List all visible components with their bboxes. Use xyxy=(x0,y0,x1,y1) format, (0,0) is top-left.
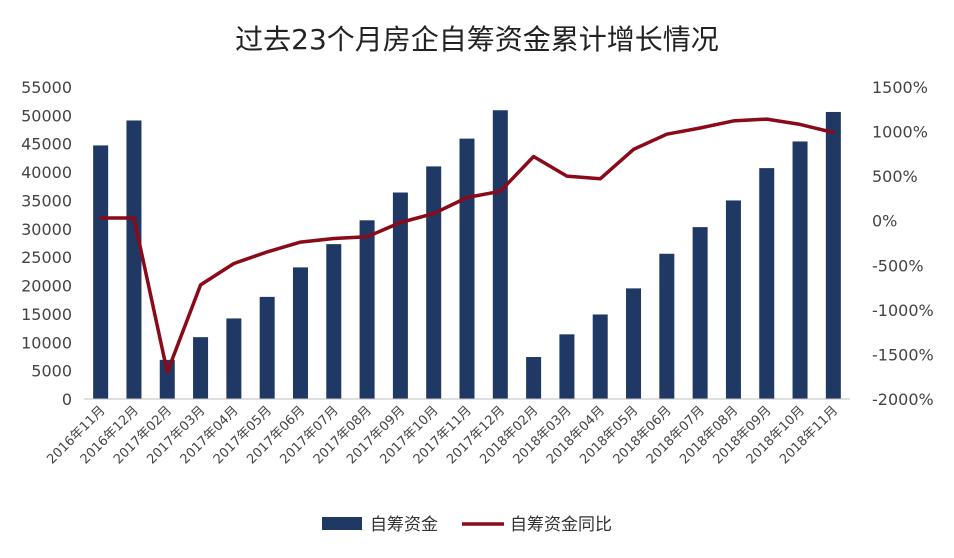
bar xyxy=(126,120,142,400)
bar xyxy=(559,334,575,399)
right-tick-label: -2000% xyxy=(872,390,934,409)
bar xyxy=(426,166,442,399)
left-tick-label: 55000 xyxy=(21,78,72,97)
left-tick-label: 40000 xyxy=(21,163,72,182)
left-tick-label: 15000 xyxy=(21,305,72,324)
right-tick-label: 1500% xyxy=(872,78,928,97)
left-tick-label: 5000 xyxy=(31,362,72,381)
bar xyxy=(725,200,741,399)
bar xyxy=(692,227,708,399)
bar xyxy=(159,359,175,399)
bar xyxy=(326,244,342,399)
bar xyxy=(193,337,209,399)
bar xyxy=(759,168,775,399)
bar xyxy=(292,267,308,399)
right-tick-label: -1000% xyxy=(872,301,934,320)
left-tick-label: 35000 xyxy=(21,191,72,210)
bar xyxy=(626,288,642,399)
legend-bar-swatch xyxy=(322,517,362,530)
right-tick-label: -1500% xyxy=(872,345,934,364)
right-tick-label: 1000% xyxy=(872,123,928,142)
left-tick-label: 30000 xyxy=(21,220,72,239)
x-axis: 2016年11月2016年12月2017年02月2017年03月2017年04月… xyxy=(44,403,841,467)
line-group xyxy=(98,117,836,375)
bar xyxy=(459,138,475,399)
left-tick-label: 10000 xyxy=(21,333,72,352)
left-tick-label: 25000 xyxy=(21,248,72,267)
legend: 自筹资金 自筹资金同比 xyxy=(322,515,612,535)
left-tick-label: 0 xyxy=(62,390,72,409)
right-tick-label: 0% xyxy=(872,212,897,231)
bar xyxy=(825,111,841,400)
right-axis: -2000% -1500% -1000% -500% 0% 500% 1000% 1500% xyxy=(872,78,934,409)
bar xyxy=(392,192,408,399)
bar-group xyxy=(93,110,841,400)
right-tick-label: 500% xyxy=(872,167,918,186)
left-tick-label: 50000 xyxy=(21,106,72,125)
bar xyxy=(359,220,375,399)
bar xyxy=(492,110,508,399)
right-tick-label: -500% xyxy=(872,256,924,275)
left-axis: 0 5000 10000 15000 20000 25000 30000 35000 40000… xyxy=(21,78,72,409)
chart-title: 过去23个月房企自筹资金累计增长情况 xyxy=(235,23,719,56)
bar xyxy=(226,318,242,399)
bar xyxy=(592,314,608,399)
bar xyxy=(93,145,109,399)
bar xyxy=(659,253,675,399)
bar xyxy=(792,141,808,399)
legend-bar-label: 自筹资金 xyxy=(370,515,438,535)
legend-line-label: 自筹资金同比 xyxy=(510,515,612,535)
line-series xyxy=(98,117,836,375)
bar xyxy=(526,357,542,399)
left-tick-label: 20000 xyxy=(21,277,72,296)
left-tick-label: 45000 xyxy=(21,135,72,154)
bar xyxy=(259,296,275,399)
